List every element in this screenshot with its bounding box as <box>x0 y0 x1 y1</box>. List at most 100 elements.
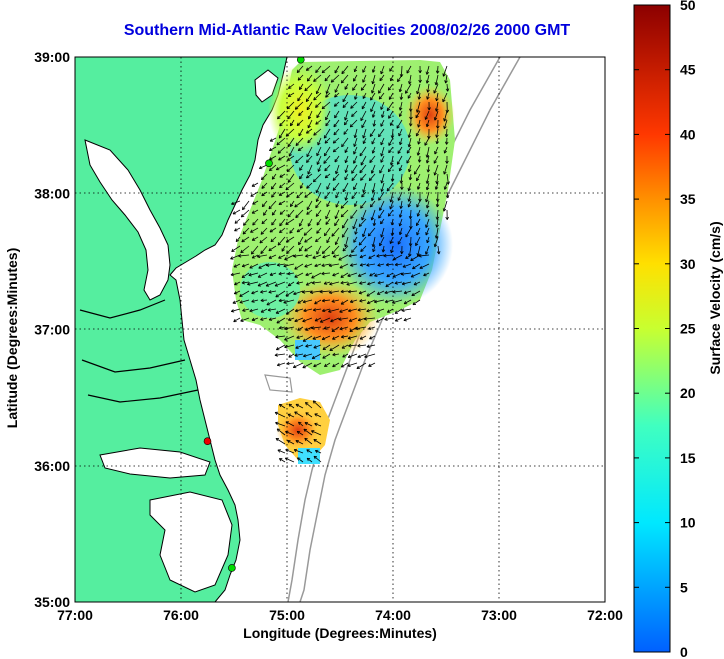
velocity-arrow <box>380 137 385 146</box>
velocity-arrow <box>305 92 313 102</box>
river-1 <box>79 299 166 319</box>
velocity-arrow <box>316 245 322 255</box>
velocity-arrow <box>385 262 394 267</box>
velocity-arrow <box>436 245 441 255</box>
velocity-arrow <box>357 343 367 348</box>
velocity-arrow <box>241 280 250 285</box>
bathymetry-contour-2 <box>299 57 521 602</box>
velocity-arrow <box>415 236 421 247</box>
velocity-arrow <box>369 128 376 137</box>
velocity-arrow <box>304 245 313 252</box>
velocity-arrow <box>334 236 340 246</box>
velocity-arrow <box>398 101 403 111</box>
velocity-arrow <box>406 65 412 74</box>
velocity-arrow <box>366 263 376 267</box>
velocity-arrow <box>376 308 385 313</box>
velocity-arrow <box>231 245 241 253</box>
velocity-arrow <box>312 173 322 183</box>
velocity-arrow <box>342 92 349 103</box>
velocity-arrow <box>242 308 250 312</box>
velocity-arrow <box>305 344 313 348</box>
velocity-arrow <box>326 236 331 244</box>
velocity-arrow <box>305 402 313 409</box>
velocity-arrow <box>248 272 259 277</box>
velocity-arrow <box>331 299 340 303</box>
velocity-arrow <box>284 344 295 349</box>
velocity-arrow <box>313 455 322 463</box>
velocity-arrow <box>374 272 385 277</box>
colorbar-ticks: 0 5 10 15 20 25 30 35 40 45 50 <box>634 0 696 659</box>
velocity-arrow <box>321 335 331 341</box>
velocity-arrow <box>279 182 286 189</box>
velocity-arrow <box>416 245 421 257</box>
velocity-arrow <box>405 227 412 238</box>
velocity-arrow <box>425 227 430 236</box>
velocity-arrow <box>302 290 313 294</box>
velocity-arrow <box>271 173 277 180</box>
velocity-arrow <box>324 362 331 367</box>
velocity-arrow <box>424 110 430 120</box>
velocity-arrow <box>378 209 385 219</box>
colorbar-tick-label: 20 <box>680 385 696 401</box>
velocity-arrow <box>269 137 277 142</box>
velocity-arrow <box>425 146 430 158</box>
velocity-arrow <box>314 422 322 427</box>
colorbar-tick-label: 50 <box>680 0 696 13</box>
velocity-arrow <box>295 209 304 219</box>
velocity-arrow <box>276 137 286 146</box>
velocity-arrow <box>297 146 304 152</box>
velocity-arrow <box>251 299 259 303</box>
velocity-arrow <box>339 263 349 269</box>
velocity-arrow <box>324 191 331 200</box>
velocity-arrow <box>366 290 376 297</box>
velocity-arrow <box>380 182 385 192</box>
velocity-arrow <box>234 218 241 224</box>
velocity-arrow <box>302 317 313 323</box>
velocity-arrow <box>260 173 268 181</box>
velocity-arrow <box>340 335 349 339</box>
velocity-arrow <box>389 155 394 166</box>
velocity-arrow <box>332 352 340 357</box>
velocity-arrow <box>235 236 241 243</box>
velocity-arrow <box>372 218 377 227</box>
velocity-arrow <box>380 227 385 238</box>
velocity-arrow <box>325 110 331 121</box>
velocity-arrow <box>361 119 367 129</box>
velocity-arrow <box>247 281 259 286</box>
velocity-arrow <box>287 209 295 218</box>
velocity-arrow <box>294 101 304 110</box>
velocity-arrow <box>378 191 385 201</box>
velocity-arrow <box>316 218 322 226</box>
velocity-arrow <box>406 155 412 164</box>
velocity-arrow <box>347 272 358 278</box>
velocity-arrow <box>376 290 385 295</box>
velocity-arrow <box>295 439 304 445</box>
velocity-arrow <box>371 146 376 154</box>
velocity-arrow <box>249 308 259 313</box>
velocity-arrow <box>315 191 322 203</box>
velocity-arrow <box>266 299 277 306</box>
velocity-arrow <box>288 146 295 157</box>
velocity-arrow <box>344 146 349 153</box>
velocity-arrow <box>408 209 413 220</box>
velocity-arrow <box>344 155 349 164</box>
velocity-arrow <box>386 272 394 278</box>
velocity-arrow <box>240 317 250 322</box>
velocity-arrow <box>292 362 304 369</box>
velocity-arrow <box>287 317 295 321</box>
velocity-arrow <box>306 74 313 82</box>
velocity-arrow <box>378 92 385 100</box>
velocity-arrow <box>268 317 277 321</box>
colorbar-tick-label: 10 <box>680 515 696 531</box>
velocity-arrow <box>298 245 304 252</box>
velocity-arrow <box>413 164 421 175</box>
velocity-arrow <box>268 245 277 252</box>
velocity-arrow <box>359 146 367 157</box>
river-2 <box>81 359 186 373</box>
velocity-arrow <box>370 191 376 202</box>
velocity-arrow <box>377 280 385 285</box>
velocity-arrow <box>412 299 421 306</box>
velocity-arrow <box>371 182 376 193</box>
velocity-arrow <box>407 137 412 148</box>
velocity-arrow <box>285 290 295 297</box>
